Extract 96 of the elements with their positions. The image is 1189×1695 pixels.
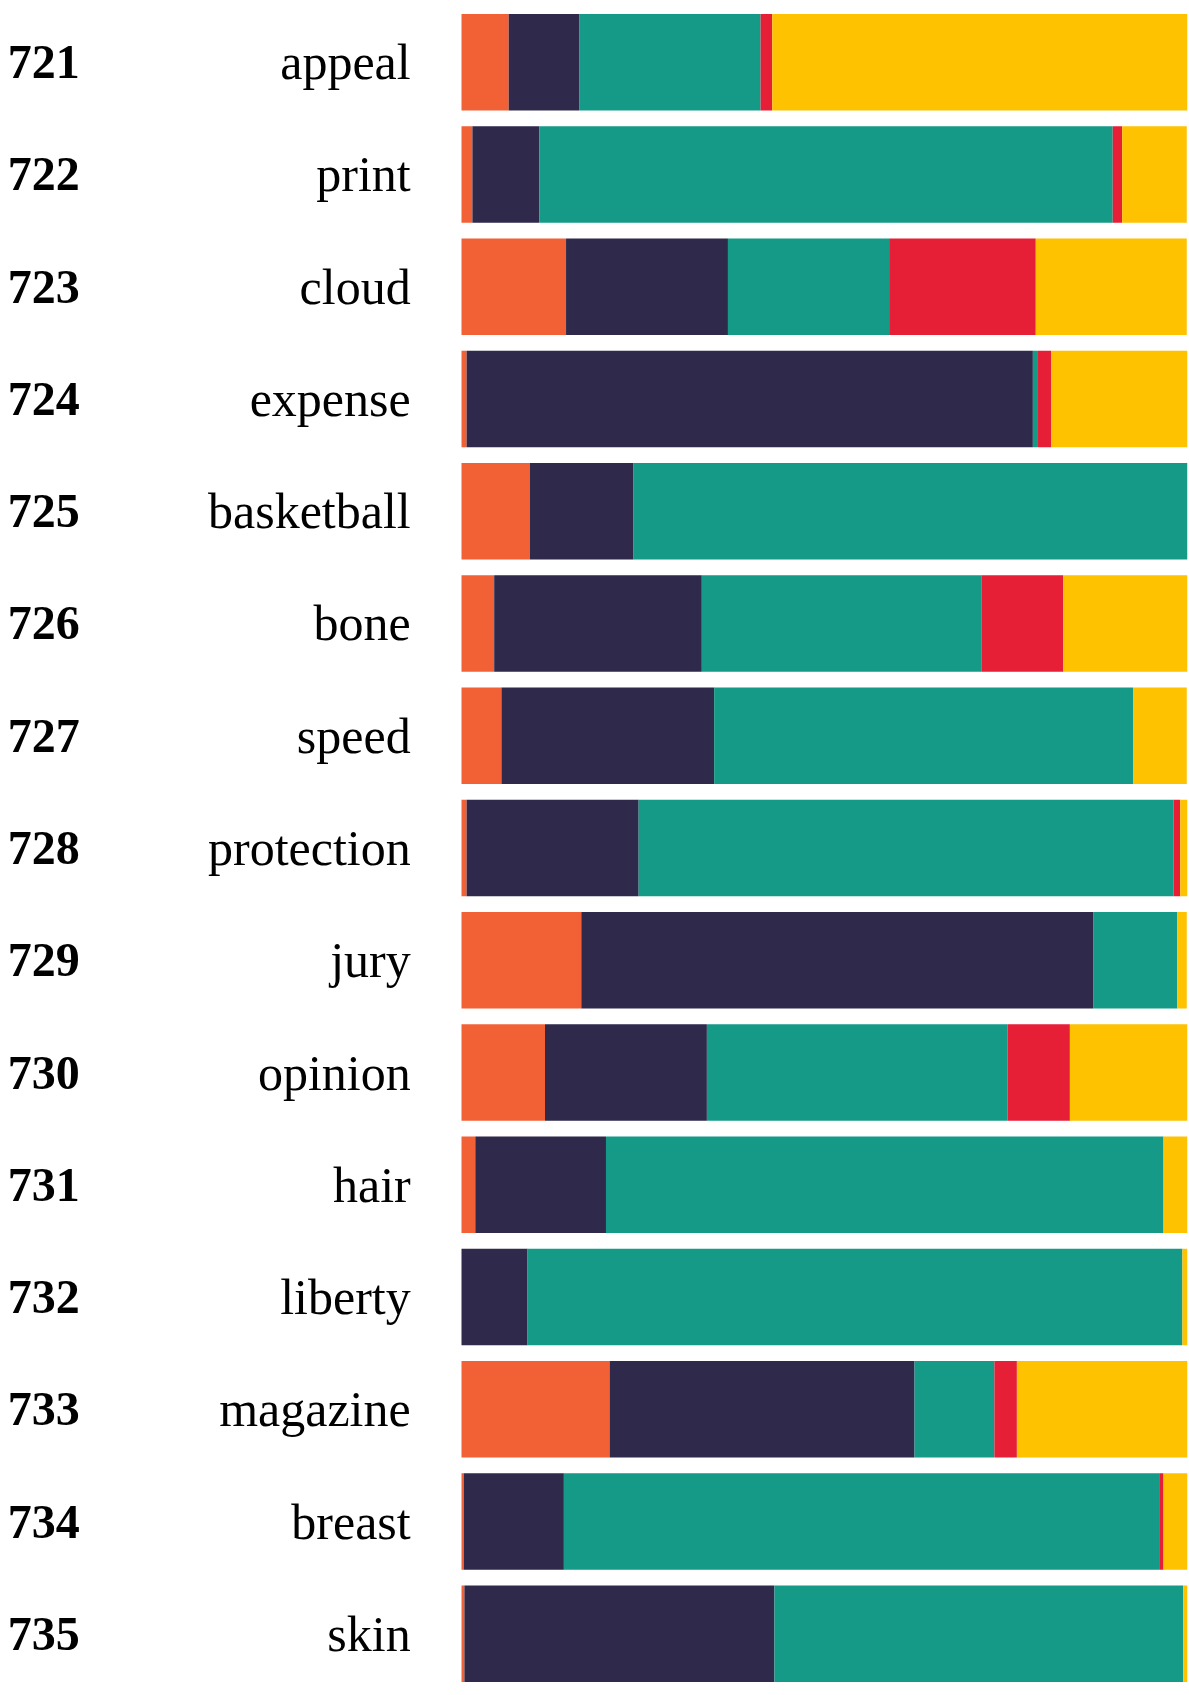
bar [508,13,580,111]
bar [981,575,1064,672]
bar [1063,575,1188,672]
text: 734 [7,1494,80,1548]
bar [461,350,467,448]
y-tick-label: breast [291,1493,411,1550]
bar [1093,911,1178,1009]
bar [472,126,540,223]
bar [714,687,1134,785]
bar [461,462,530,560]
bar [539,126,1113,223]
bar [638,799,1174,897]
bar [1182,1248,1188,1346]
bar [461,1248,528,1346]
bar [581,911,1094,1009]
y-tick-label: appeal [280,34,411,91]
bar [461,799,467,897]
y-tick-label: protection [207,820,411,876]
bar [545,1024,707,1121]
bar [1037,350,1052,448]
bar [461,687,502,785]
bar [609,1360,915,1458]
text: 724 [7,371,80,425]
bar [1035,238,1187,336]
y-tick-label: magazine [219,1381,411,1438]
bar [461,238,567,336]
bar [1180,799,1188,897]
y-tick-label: expense [249,370,411,427]
bar [1032,350,1038,448]
y-tick-label: basketball [207,483,411,540]
y-tick-label: hair [332,1156,412,1213]
text: 721 [7,35,80,89]
text: 732 [7,1270,80,1324]
bar [701,575,982,672]
bar [1183,1585,1188,1683]
text: 731 [7,1157,80,1211]
bar [760,13,773,111]
bar [566,238,728,336]
text: 728 [7,821,80,874]
bar [605,1136,1164,1234]
bar [579,13,761,111]
text: 733 [7,1382,80,1436]
bar [633,462,1188,560]
bar [529,462,634,560]
text: 735 [7,1606,80,1660]
bar [994,1360,1017,1458]
bar [461,126,473,223]
y-tick-label: cloud [299,258,411,315]
bar [889,238,1036,336]
text: 729 [7,933,80,987]
y-tick-label: print [316,146,411,203]
bar [494,575,702,672]
bar [461,13,509,111]
text: 725 [7,484,80,538]
bar [466,350,1033,448]
bar [1051,350,1188,448]
bar [563,1473,1160,1570]
bar [1016,1360,1188,1458]
bar [461,1360,610,1458]
bar [461,1136,476,1234]
text: 722 [7,147,80,201]
bar [1122,126,1187,223]
bar [464,1585,775,1683]
text: 726 [7,596,80,650]
bar [914,1360,995,1458]
bar [501,687,715,785]
bar [1133,687,1187,785]
bar [1177,911,1187,1009]
y-tick-label: speed [296,707,411,764]
bar [461,1024,545,1121]
y-tick-label: skin [327,1605,411,1662]
bar [1159,1473,1164,1570]
y-tick-label: jury [328,932,411,989]
bar [475,1136,606,1234]
bar [461,1473,464,1570]
y-tick-label: bone [313,595,411,652]
bar [1163,1473,1188,1570]
bar [463,1473,564,1570]
text: 727 [7,708,80,762]
bar [1069,1024,1188,1121]
bar [466,799,639,897]
bar [1163,1136,1188,1234]
bar [527,1248,1183,1346]
bar [1173,799,1181,897]
bar [1112,126,1123,223]
bar [461,575,495,672]
bar [774,1585,1184,1683]
text: 730 [7,1045,80,1099]
bar [772,13,1188,111]
bar [461,911,582,1009]
bar [727,238,890,336]
bar [706,1024,1008,1121]
bar [1007,1024,1070,1121]
y-tick-label: liberty [280,1269,411,1326]
text: 723 [7,259,80,313]
y-tick-label: opinion [257,1044,411,1101]
